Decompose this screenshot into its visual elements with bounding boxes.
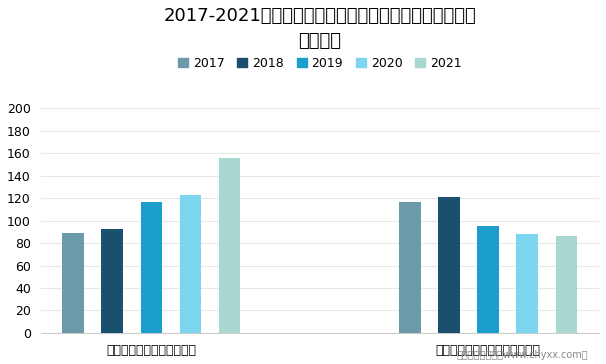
Bar bbox=[101, 229, 123, 333]
Bar bbox=[516, 234, 538, 333]
Text: 制图：智研咨询（www.chyxx.com）: 制图：智研咨询（www.chyxx.com） bbox=[456, 351, 588, 360]
Title: 2017-2021年全球生物降解塑料产能及不可生物降解塑料
产能情况: 2017-2021年全球生物降解塑料产能及不可生物降解塑料 产能情况 bbox=[164, 7, 476, 50]
Bar bbox=[219, 158, 241, 333]
Bar bbox=[141, 202, 162, 333]
Bar bbox=[556, 236, 578, 333]
Bar bbox=[399, 202, 421, 333]
Bar bbox=[62, 233, 84, 333]
Bar bbox=[438, 197, 460, 333]
Bar bbox=[179, 195, 201, 333]
Bar bbox=[478, 226, 499, 333]
Legend: 2017, 2018, 2019, 2020, 2021: 2017, 2018, 2019, 2020, 2021 bbox=[173, 52, 467, 75]
